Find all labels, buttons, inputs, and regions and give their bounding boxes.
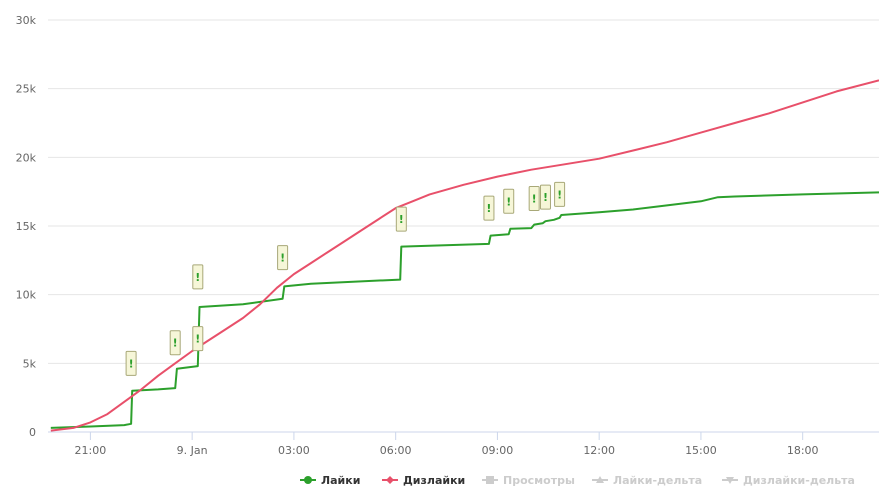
legend-item-0[interactable]: Лайки [300, 474, 360, 487]
legend-item-2[interactable]: Просмотры [482, 474, 575, 487]
legend-marker-triangle [596, 476, 604, 483]
flag-text: ! [195, 333, 200, 346]
y-tick-label: 25k [16, 83, 37, 96]
flag-marker[interactable]: ! [554, 181, 566, 207]
legend-marker-circle [304, 476, 312, 484]
x-axis: 21:00 9. Jan 03:00 06:00 09:00 12:00 15:00 18:0… [75, 432, 819, 457]
flag-text: ! [173, 337, 178, 350]
flag-marker[interactable]: ! [125, 350, 137, 376]
flag-text: ! [506, 195, 511, 208]
flag-marker[interactable]: ! [528, 186, 540, 212]
flag-text: ! [195, 271, 200, 284]
x-tick-label: 06:00 [380, 444, 412, 457]
y-tick-label: 20k [16, 151, 37, 164]
x-tick-label: 9. Jan [177, 444, 208, 457]
series-line-1 [50, 79, 879, 432]
legend[interactable]: Лайки Дизлайки Просмотры Лайки-дельта Дизлай… [300, 474, 855, 487]
x-tick-label: 12:00 [583, 444, 615, 457]
flag-marker[interactable]: ! [503, 188, 515, 214]
legend-marker-diamond [386, 476, 394, 484]
flag-box [503, 188, 515, 214]
legend-label: Просмотры [503, 474, 575, 487]
flag-text: ! [280, 252, 285, 265]
flag-text: ! [399, 213, 404, 226]
y-axis-ticks: 0 5k 10k 15k 20k 25k 30k [16, 14, 37, 439]
flag-box [395, 206, 407, 232]
flag-text: ! [532, 193, 537, 206]
flag-box [483, 195, 495, 221]
legend-marker-triangle-down [726, 477, 734, 484]
flag-text: ! [557, 188, 562, 201]
series-line-0 [50, 191, 879, 429]
flag-box [169, 330, 181, 356]
flag-box [277, 245, 289, 271]
x-tick-label: 15:00 [685, 444, 717, 457]
flag-marker[interactable]: ! [192, 264, 204, 290]
x-tick-label: 03:00 [278, 444, 310, 457]
x-tick-label: 18:00 [787, 444, 819, 457]
legend-item-4[interactable]: Дизлайки-дельта [722, 474, 855, 487]
flag-marker[interactable]: ! [192, 326, 204, 352]
legend-label: Лайки [321, 474, 360, 487]
y-tick-label: 15k [16, 220, 37, 233]
y-tick-label: 5k [23, 357, 37, 370]
flag-box [554, 181, 566, 207]
y-tick-label: 10k [16, 289, 37, 302]
flags-layer: !!!!!!!!!!! [125, 181, 566, 376]
flag-marker[interactable]: ! [169, 330, 181, 356]
flag-marker[interactable]: ! [483, 195, 495, 221]
flag-text: ! [129, 357, 134, 370]
flag-marker[interactable]: ! [395, 206, 407, 232]
x-tick-label: 21:00 [75, 444, 107, 457]
legend-item-3[interactable]: Лайки-дельта [592, 474, 702, 487]
y-tick-label: 0 [29, 426, 36, 439]
y-gridlines [48, 19, 879, 433]
flag-text: ! [543, 191, 548, 204]
legend-marker-square [486, 476, 494, 484]
flag-box [528, 186, 540, 212]
flag-box [192, 264, 204, 290]
legend-label: Дизлайки-дельта [743, 474, 855, 487]
flag-marker[interactable]: ! [539, 184, 551, 210]
x-tick-label: 09:00 [482, 444, 514, 457]
y-tick-label: 30k [16, 14, 37, 27]
flag-box [539, 184, 551, 210]
flag-box [125, 350, 137, 376]
legend-item-1[interactable]: Дизлайки [382, 474, 465, 487]
flag-box [192, 326, 204, 352]
legend-label: Лайки-дельта [613, 474, 702, 487]
legend-label: Дизлайки [403, 474, 465, 487]
series-layer [50, 79, 879, 432]
flag-text: ! [486, 202, 491, 215]
flag-marker[interactable]: ! [277, 245, 289, 271]
